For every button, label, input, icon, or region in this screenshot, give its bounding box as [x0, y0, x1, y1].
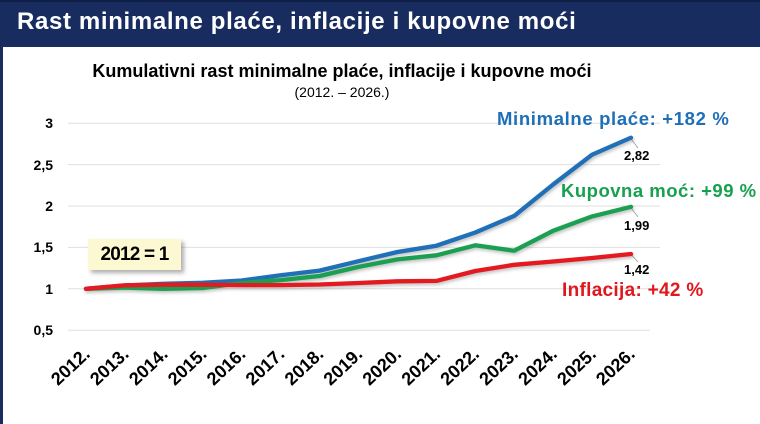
- svg-text:2023.: 2023.: [475, 344, 522, 389]
- svg-text:2014.: 2014.: [125, 344, 172, 389]
- svg-text:2012.: 2012.: [47, 344, 94, 389]
- svg-text:2021.: 2021.: [398, 344, 445, 389]
- svg-text:2019.: 2019.: [320, 344, 367, 389]
- svg-text:2016.: 2016.: [203, 344, 250, 389]
- svg-text:2024.: 2024.: [514, 344, 561, 389]
- svg-text:2015.: 2015.: [164, 344, 211, 389]
- svg-text:2022.: 2022.: [436, 344, 483, 389]
- svg-text:2025.: 2025.: [553, 344, 600, 389]
- svg-text:2020.: 2020.: [359, 344, 406, 389]
- svg-text:2013.: 2013.: [86, 344, 133, 389]
- svg-text:2018.: 2018.: [281, 344, 328, 389]
- svg-text:2017.: 2017.: [242, 344, 289, 389]
- svg-text:2026.: 2026.: [592, 344, 639, 389]
